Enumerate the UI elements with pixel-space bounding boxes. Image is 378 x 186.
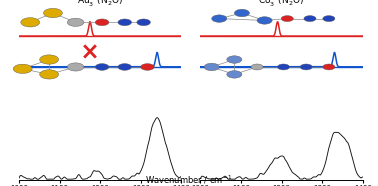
Circle shape (43, 8, 62, 18)
Circle shape (95, 19, 109, 26)
Circle shape (257, 17, 272, 24)
Title: Au$_3^+$(N$_2$O): Au$_3^+$(N$_2$O) (77, 0, 123, 9)
Circle shape (118, 19, 132, 26)
Circle shape (323, 64, 335, 70)
Circle shape (13, 64, 32, 73)
Circle shape (118, 64, 132, 70)
Circle shape (212, 15, 227, 22)
Circle shape (234, 9, 249, 17)
Circle shape (67, 63, 84, 71)
Circle shape (21, 18, 40, 27)
Circle shape (137, 19, 150, 26)
Circle shape (323, 16, 335, 22)
Circle shape (204, 63, 219, 71)
Circle shape (277, 64, 290, 70)
Circle shape (281, 16, 293, 22)
Circle shape (227, 56, 242, 63)
Circle shape (304, 16, 316, 22)
Circle shape (95, 64, 109, 70)
Circle shape (40, 55, 59, 64)
Title: Co$_3^+$(N$_2$O): Co$_3^+$(N$_2$O) (259, 0, 305, 9)
Circle shape (40, 70, 59, 79)
Circle shape (300, 64, 312, 70)
Circle shape (227, 71, 242, 78)
Circle shape (67, 18, 84, 26)
Text: Wavenumber / cm$^{-1}$: Wavenumber / cm$^{-1}$ (146, 174, 232, 186)
Circle shape (141, 64, 154, 70)
Circle shape (251, 64, 263, 70)
